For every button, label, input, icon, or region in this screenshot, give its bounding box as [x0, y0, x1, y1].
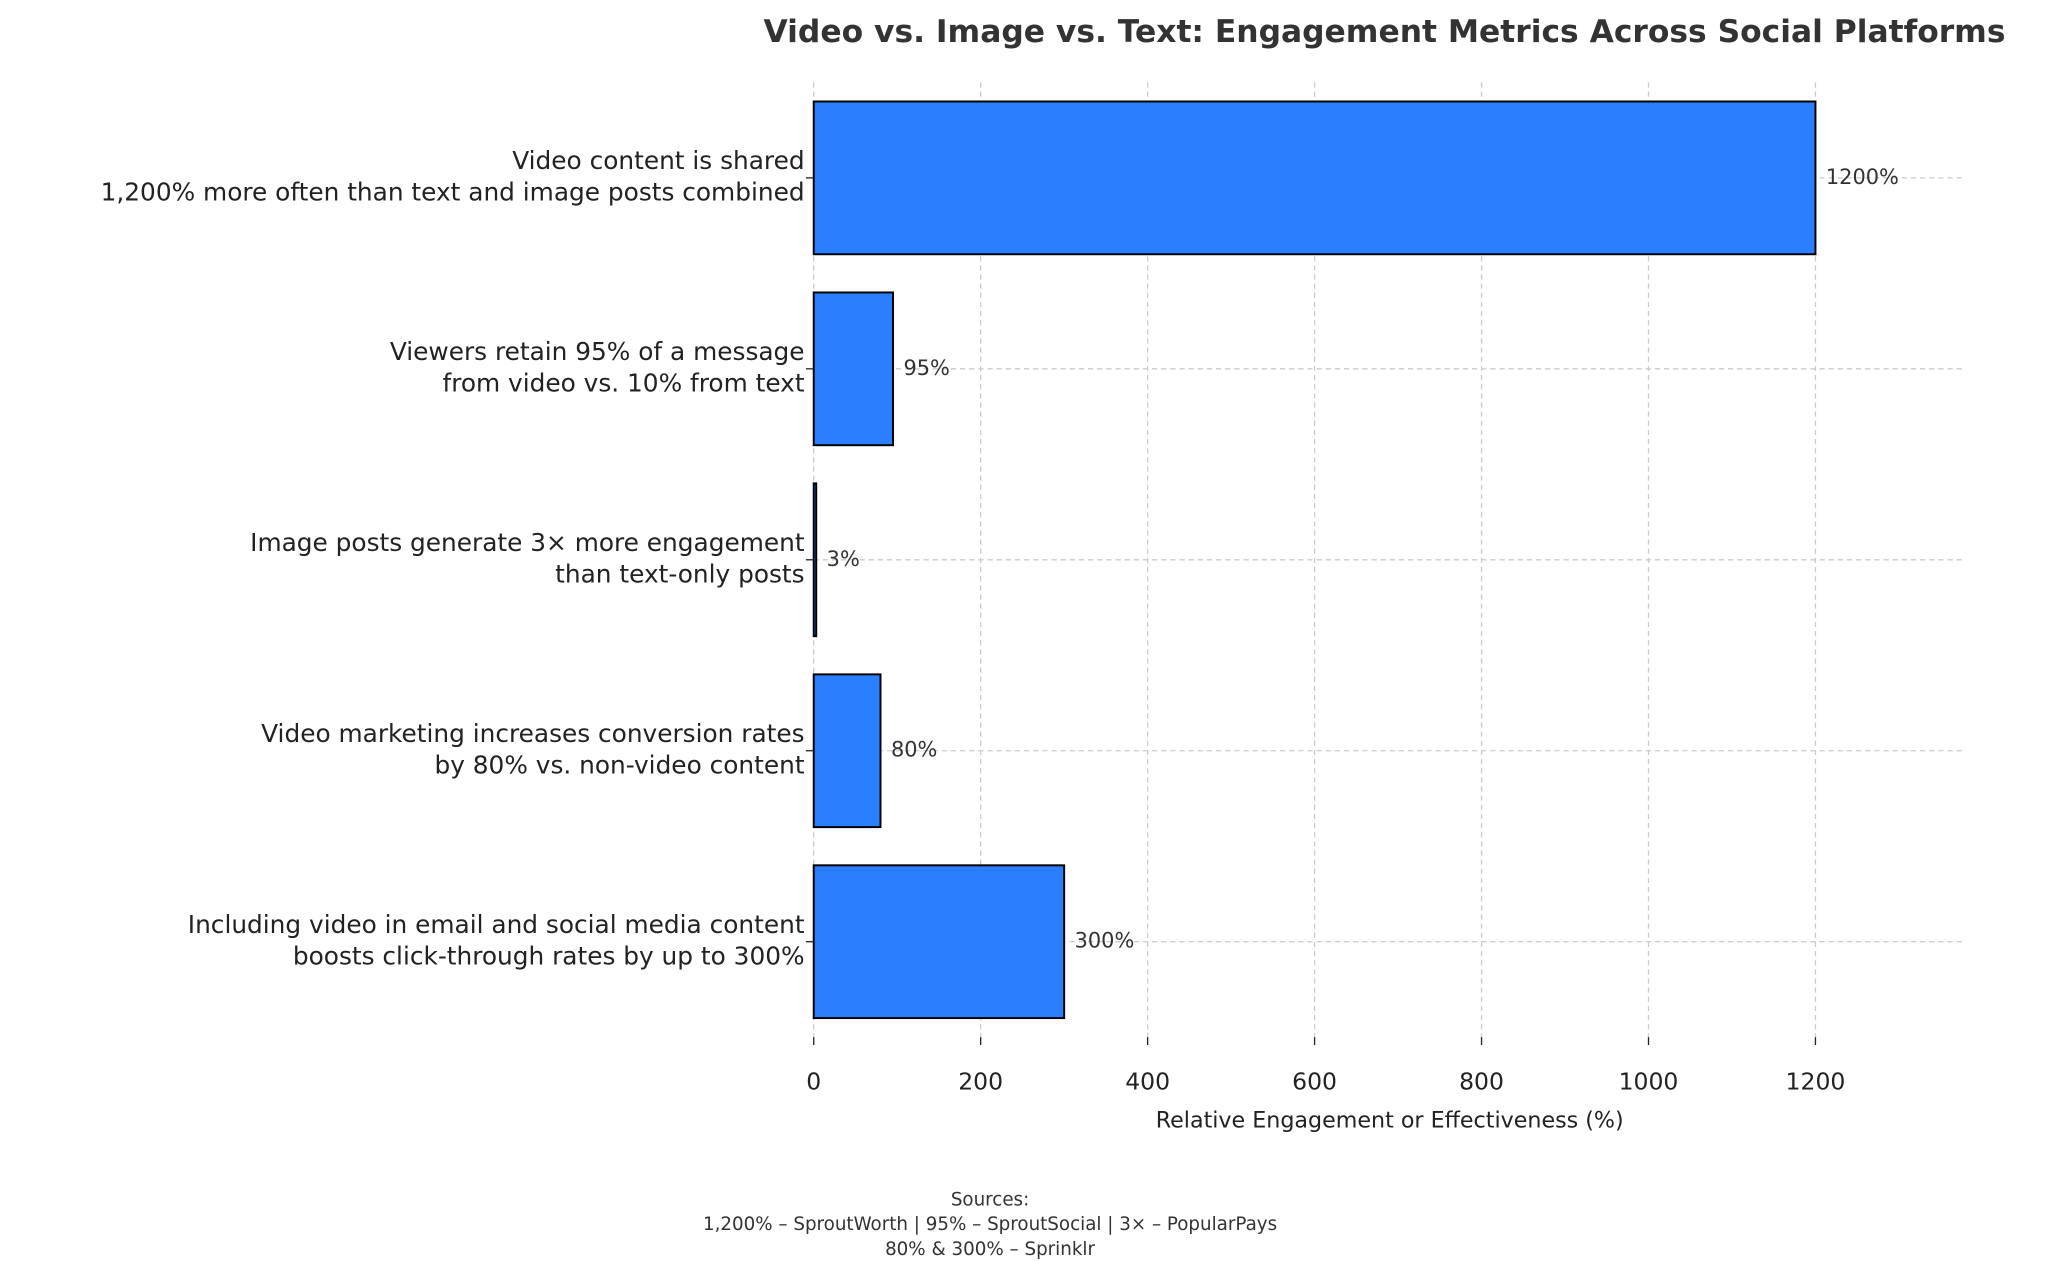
chart-title: Video vs. Image vs. Text: Engagement Met…	[763, 14, 2005, 50]
bar	[812, 291, 894, 447]
x-tick-label: 0	[806, 1067, 821, 1095]
bar	[812, 673, 882, 829]
source-note: Sources:	[951, 1189, 1029, 1210]
x-tick-label: 400	[1125, 1067, 1170, 1095]
value-label: 80%	[891, 738, 937, 762]
x-tick-label: 1000	[1619, 1067, 1679, 1095]
x-tick-label: 800	[1459, 1067, 1504, 1095]
y-tick-label: than text-only posts	[555, 559, 804, 588]
y-tick-label: boosts click-through rates by up to 300%	[293, 941, 805, 970]
value-label: 300%	[1075, 929, 1135, 953]
bar	[812, 482, 818, 638]
value-label: 3%	[827, 547, 860, 571]
y-tick-label: by 80% vs. non-video content	[434, 750, 804, 779]
x-tick-label: 1200	[1786, 1067, 1846, 1095]
x-tick-label: 600	[1292, 1067, 1337, 1095]
y-tick-label: Viewers retain 95% of a message	[390, 337, 805, 366]
y-tick-label: Video marketing increases conversion rat…	[261, 719, 804, 748]
value-label: 95%	[903, 356, 949, 380]
value-label: 1200%	[1826, 165, 1899, 189]
y-tick-label: from video vs. 10% from text	[442, 369, 804, 398]
y-tick-label: 1,200% more often than text and image po…	[101, 178, 805, 207]
y-tick-label: Image posts generate 3× more engagement	[250, 528, 805, 557]
x-axis-label: Relative Engagement or Effectiveness (%)	[1156, 1107, 1624, 1133]
y-tick-label: Video content is shared	[512, 146, 804, 175]
bar	[812, 100, 1817, 256]
source-note: 80% & 300% – Sprinklr	[885, 1239, 1095, 1260]
source-note: 1,200% – SproutWorth | 95% – SproutSocia…	[703, 1214, 1277, 1235]
x-tick-label: 200	[958, 1067, 1003, 1095]
y-tick-label: Including video in email and social medi…	[188, 910, 805, 939]
bar	[812, 864, 1066, 1020]
